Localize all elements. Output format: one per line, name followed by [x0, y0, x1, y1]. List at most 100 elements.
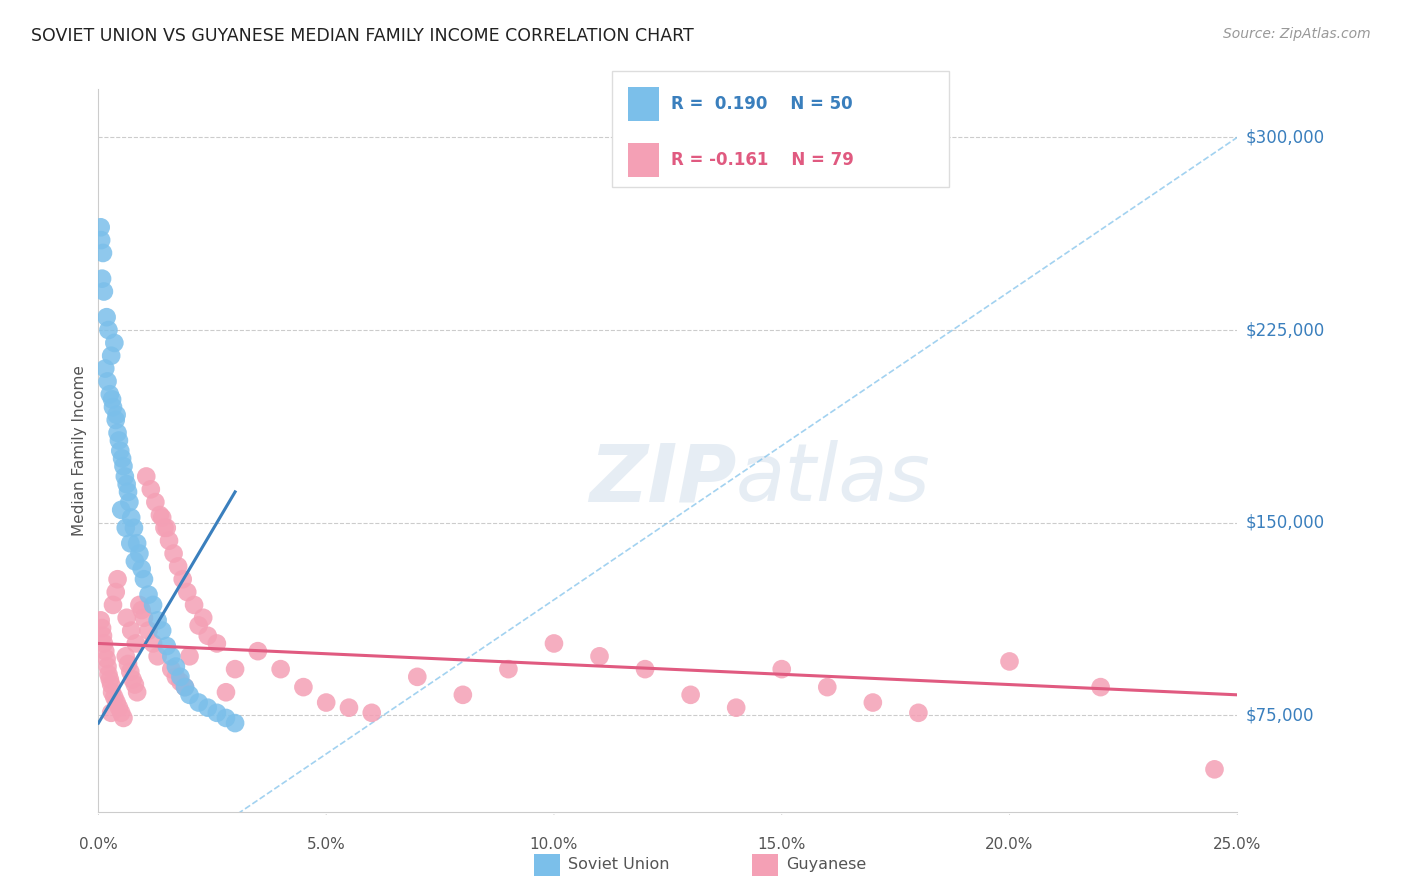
Point: [100, 677, 122, 691]
Point: [174, 680, 197, 694]
Point: [97, 323, 120, 337]
Point: [139, 483, 162, 497]
Point: [117, 484, 139, 499]
Point: [270, 662, 292, 676]
Point: [105, 696, 128, 710]
Point: [105, 408, 128, 422]
Point: [94, 644, 117, 658]
Point: [120, 536, 142, 550]
Point: [862, 696, 884, 710]
Point: [588, 649, 610, 664]
Point: [679, 688, 702, 702]
Point: [90, 233, 112, 247]
Point: [634, 662, 657, 676]
Point: [112, 459, 135, 474]
Point: [120, 624, 142, 638]
Point: [172, 572, 194, 586]
Point: [183, 598, 205, 612]
Point: [224, 716, 246, 731]
Point: [94, 361, 117, 376]
Point: [156, 521, 179, 535]
Point: [121, 673, 143, 687]
Point: [91, 621, 114, 635]
Point: [124, 554, 146, 568]
Point: [360, 706, 382, 720]
Point: [162, 547, 184, 561]
Point: [107, 572, 129, 586]
Point: [165, 659, 187, 673]
Point: [91, 271, 114, 285]
Point: [122, 521, 145, 535]
Text: Source: ZipAtlas.com: Source: ZipAtlas.com: [1223, 27, 1371, 41]
Point: [292, 680, 315, 694]
Point: [120, 510, 142, 524]
Point: [1090, 680, 1112, 694]
Point: [114, 521, 136, 535]
Point: [135, 469, 157, 483]
Text: ZIP: ZIP: [589, 441, 737, 518]
Point: [160, 649, 183, 664]
Point: [153, 521, 176, 535]
Point: [103, 335, 125, 350]
Point: [224, 662, 246, 676]
Point: [90, 220, 112, 235]
Point: [110, 503, 132, 517]
Point: [114, 649, 136, 664]
Point: [96, 659, 118, 673]
Point: [107, 425, 129, 440]
Point: [120, 665, 142, 679]
Point: [315, 696, 337, 710]
Point: [115, 477, 138, 491]
Point: [117, 657, 139, 671]
Point: [96, 310, 118, 325]
Point: [104, 585, 127, 599]
Point: [498, 662, 520, 676]
Point: [138, 588, 160, 602]
Point: [138, 624, 160, 638]
Text: $75,000: $75,000: [1246, 706, 1315, 724]
Point: [131, 603, 153, 617]
Text: R =  0.190    N = 50: R = 0.190 N = 50: [671, 95, 852, 113]
Point: [543, 636, 565, 650]
Point: [205, 706, 228, 720]
Point: [101, 400, 124, 414]
Point: [725, 700, 748, 714]
Point: [93, 636, 115, 650]
Point: [169, 675, 191, 690]
Point: [174, 680, 197, 694]
Point: [108, 700, 131, 714]
Point: [205, 636, 228, 650]
Point: [246, 644, 269, 658]
Point: [112, 711, 135, 725]
Point: [115, 611, 138, 625]
Text: 15.0%: 15.0%: [758, 837, 806, 852]
Point: [165, 670, 187, 684]
Point: [146, 649, 169, 664]
Point: [149, 508, 172, 522]
Point: [127, 536, 149, 550]
Point: [187, 696, 209, 710]
Text: Guyanese: Guyanese: [786, 857, 866, 872]
Point: [146, 613, 169, 627]
Point: [104, 413, 127, 427]
Point: [91, 246, 114, 260]
Point: [156, 639, 179, 653]
Point: [770, 662, 793, 676]
Text: SOVIET UNION VS GUYANESE MEDIAN FAMILY INCOME CORRELATION CHART: SOVIET UNION VS GUYANESE MEDIAN FAMILY I…: [31, 27, 693, 45]
Point: [142, 598, 165, 612]
Point: [197, 629, 219, 643]
Point: [97, 667, 120, 681]
Point: [110, 443, 132, 458]
Text: 25.0%: 25.0%: [1213, 837, 1261, 852]
Point: [124, 677, 146, 691]
Point: [127, 685, 149, 699]
Point: [193, 611, 215, 625]
Point: [132, 572, 155, 586]
Text: $150,000: $150,000: [1246, 514, 1324, 532]
Point: [197, 700, 219, 714]
Point: [451, 688, 474, 702]
Text: Soviet Union: Soviet Union: [568, 857, 669, 872]
Point: [101, 392, 124, 407]
Point: [110, 706, 132, 720]
Point: [131, 562, 153, 576]
